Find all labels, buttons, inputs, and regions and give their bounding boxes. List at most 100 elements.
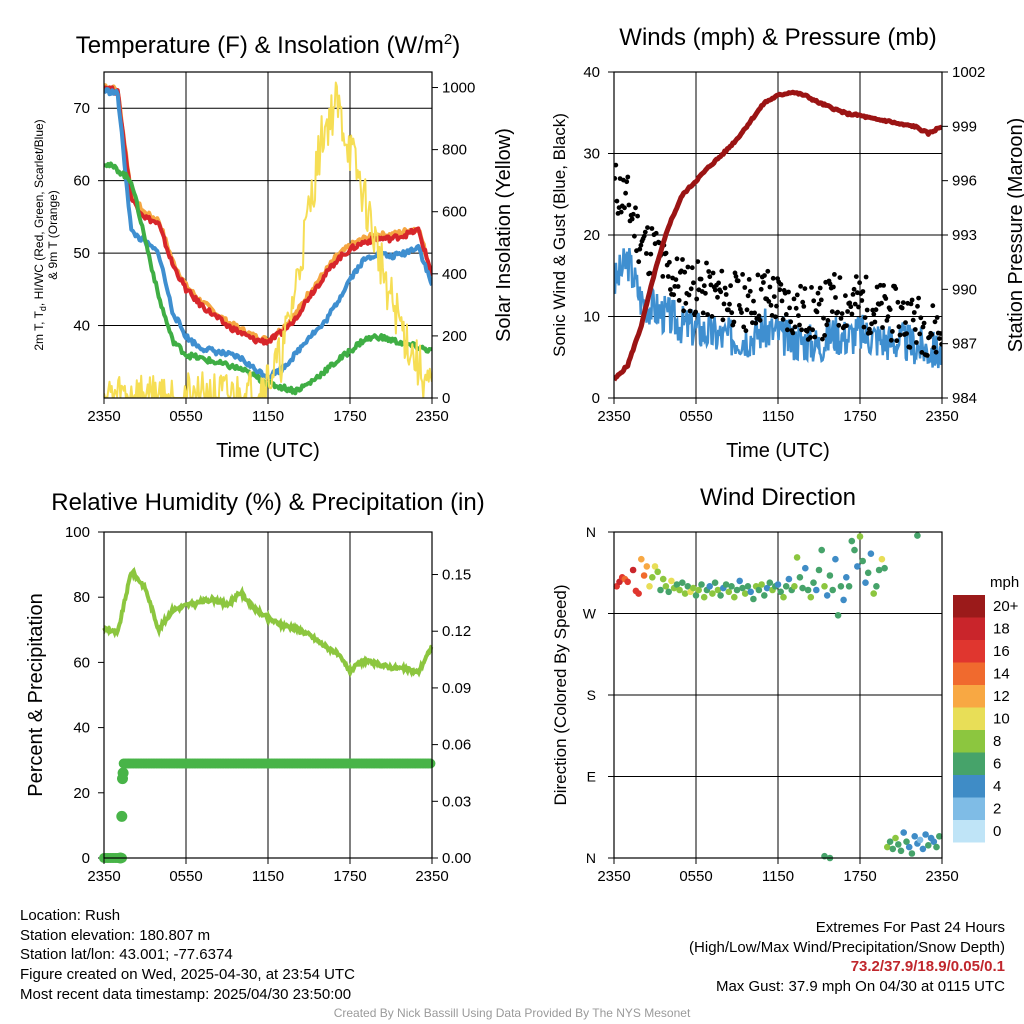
gust-point — [715, 294, 720, 300]
x-tick-label: 0550 — [679, 408, 712, 425]
y2-tick-label: 0.00 — [442, 850, 471, 867]
direction-point — [813, 586, 820, 594]
direction-point — [821, 583, 828, 590]
gust-point — [687, 308, 693, 314]
direction-point — [717, 592, 724, 599]
gust-point — [682, 269, 688, 275]
gust-point — [635, 213, 640, 219]
gust-point — [829, 309, 835, 314]
gust-point — [743, 328, 749, 334]
gust-point — [786, 289, 791, 295]
y2-tick-label: 993 — [952, 227, 977, 244]
gust-point — [899, 305, 905, 311]
created-text: Figure created on Wed, 2025-04-30, at 23… — [20, 966, 355, 984]
gust-point — [864, 307, 870, 313]
legend-swatch — [953, 640, 985, 663]
direction-point — [657, 586, 664, 594]
gust-point — [797, 322, 802, 328]
gust-point — [671, 292, 677, 298]
gust-point — [751, 298, 756, 304]
gust-point — [888, 337, 894, 343]
temperature-series — [104, 81, 432, 398]
direction-point — [714, 586, 722, 594]
gust-point — [729, 310, 735, 316]
gust-point — [653, 230, 659, 236]
gust-point — [721, 301, 727, 307]
gust-point — [831, 284, 836, 290]
gust-point — [911, 310, 917, 315]
gust-point — [825, 318, 831, 323]
direction-point — [919, 845, 927, 853]
gust-point — [816, 301, 822, 307]
legend-label: 2 — [993, 801, 1001, 818]
y-tick-label: 10 — [583, 309, 600, 326]
gust-point — [783, 312, 789, 317]
gust-point — [915, 303, 920, 309]
direction-point — [679, 579, 686, 586]
gust-point — [739, 310, 744, 315]
wind-series — [614, 89, 942, 382]
direction-point — [856, 533, 864, 540]
station-info: Location: Rush Station elevation: 180.80… — [20, 906, 355, 1005]
direction-point — [845, 583, 853, 590]
direction-point — [848, 537, 856, 545]
extremes-values: 73.2/37.9/18.9/0.05/0.1 — [850, 958, 1005, 976]
gust-point — [811, 298, 817, 304]
direction-point — [933, 843, 940, 851]
gust-point — [916, 295, 921, 301]
x-tick-label: 1150 — [252, 868, 284, 885]
precip-point — [117, 767, 129, 779]
y-tick-label: S — [587, 687, 596, 703]
gust-point — [897, 332, 903, 338]
extremes-description: (High/Low/Max Wind/Precipitation/Snow De… — [689, 938, 1005, 956]
direction-point — [802, 564, 809, 572]
direction-point — [761, 592, 768, 599]
gust-point — [691, 280, 696, 286]
legend-label: 8 — [993, 733, 1001, 750]
y-tick-label: 40 — [73, 720, 90, 737]
direction-point — [684, 583, 692, 590]
gust-point — [660, 274, 666, 279]
gust-point — [645, 225, 650, 231]
gust-point — [860, 289, 866, 294]
gust-point — [887, 307, 893, 312]
gust-point — [632, 233, 637, 239]
y2-tick-label: 0.03 — [442, 793, 471, 810]
gust-point — [883, 296, 889, 301]
legend-label: 18 — [993, 621, 1010, 638]
gust-point — [820, 336, 825, 342]
x-tick-label: 2350 — [597, 868, 630, 885]
direction-point — [659, 575, 667, 583]
gust-point — [723, 292, 729, 297]
direction-point — [870, 590, 877, 597]
x-tick-label: 2350 — [415, 408, 448, 425]
gust-point — [861, 324, 867, 330]
gust-point — [695, 259, 701, 264]
y-tick-label: 40 — [583, 64, 600, 81]
gust-point — [838, 316, 844, 321]
gust-point — [680, 257, 685, 262]
gust-point — [907, 345, 913, 350]
direction-point — [799, 584, 806, 592]
gust-point — [853, 274, 859, 279]
humidity-series — [99, 566, 436, 864]
direction-point — [681, 590, 689, 597]
panel-title: Relative Humidity (%) & Precipitation (i… — [51, 489, 484, 516]
direction-point — [826, 572, 834, 579]
legend-label: 16 — [993, 643, 1010, 660]
direction-point — [843, 574, 850, 581]
direction-point — [782, 583, 790, 590]
direction-point — [837, 583, 845, 590]
gust-point — [681, 308, 686, 314]
direction-point — [690, 584, 697, 592]
direction-point — [725, 588, 733, 596]
gust-point — [765, 268, 771, 274]
gust-point — [800, 299, 806, 305]
gust-point — [633, 205, 638, 211]
direction-point — [654, 568, 661, 576]
gust-point — [933, 349, 939, 355]
gust-point — [932, 319, 938, 325]
gust-point — [893, 286, 899, 291]
direction-point — [722, 581, 730, 588]
